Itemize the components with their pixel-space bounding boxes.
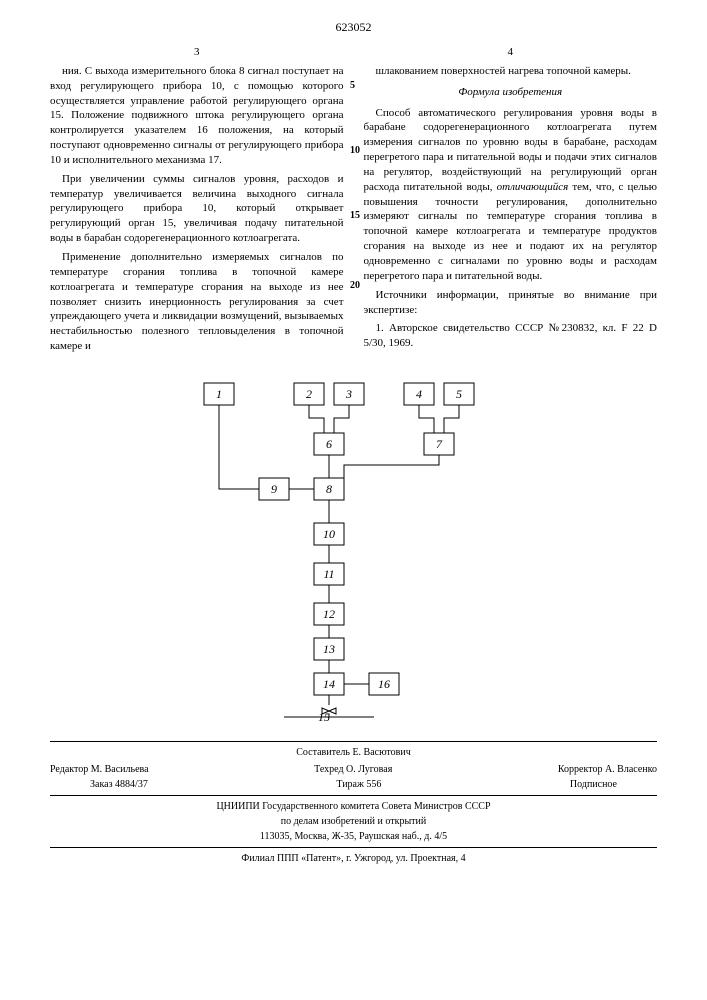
order: Заказ 4884/37 (90, 778, 148, 791)
line-marker: 5 (350, 80, 355, 91)
svg-text:10: 10 (323, 527, 335, 541)
signed: Подписное (570, 778, 617, 791)
svg-text:4: 4 (416, 387, 422, 401)
svg-text:12: 12 (323, 607, 335, 621)
svg-text:6: 6 (326, 437, 332, 451)
divider (50, 847, 657, 848)
paragraph: При увеличении суммы сигналов уровня, ра… (50, 172, 344, 246)
divider (50, 741, 657, 742)
divider (50, 795, 657, 796)
column-number-right: 4 (364, 45, 658, 60)
svg-text:9: 9 (271, 482, 277, 496)
claim-text: тем, что, с целью повышения точности рег… (364, 181, 658, 282)
claim-paragraph: Способ автоматического регулирования уро… (364, 106, 658, 284)
claim-distinguish: отличающийся (497, 181, 569, 193)
credits-row: Заказ 4884/37 Тираж 556 Подписное (50, 778, 657, 791)
column-number-left: 3 (50, 45, 344, 60)
document-number: 623052 (50, 20, 657, 35)
svg-text:2: 2 (306, 387, 312, 401)
credits-row: Редактор М. Васильева Техред О. Луговая … (50, 763, 657, 776)
org-line: ЦНИИПИ Государственного комитета Совета … (50, 800, 657, 813)
footer: Составитель Е. Васютович Редактор М. Вас… (50, 733, 657, 865)
line-marker: 15 (350, 210, 360, 221)
compiler: Составитель Е. Васютович (50, 746, 657, 759)
paragraph: шлакованием поверхностей нагрева топочно… (364, 64, 658, 79)
line-marker: 20 (350, 280, 360, 291)
formula-title: Формула изобретения (364, 85, 658, 100)
left-column: 3 ния. С выхода измерительного блока 8 с… (50, 45, 344, 358)
corrector: Корректор А. Власенко (558, 763, 657, 776)
source-item: 1. Авторское свидетельство СССР №230832,… (364, 321, 658, 351)
text-columns: 3 ния. С выхода измерительного блока 8 с… (50, 45, 657, 358)
tirage: Тираж 556 (336, 778, 381, 791)
svg-text:1: 1 (216, 387, 222, 401)
paragraph: ния. С выхода измерительного блока 8 сиг… (50, 64, 344, 168)
org-line: по делам изобретений и открытий (50, 815, 657, 828)
svg-text:3: 3 (345, 387, 352, 401)
svg-text:16: 16 (378, 677, 390, 691)
svg-text:13: 13 (323, 642, 335, 656)
svg-text:15: 15 (318, 710, 330, 723)
block-diagram: 12345679810111213141615 (164, 373, 544, 723)
svg-text:14: 14 (323, 677, 335, 691)
line-marker: 10 (350, 145, 360, 156)
page: 623052 5 10 15 20 3 ния. С выхода измери… (0, 0, 707, 1000)
editor: Редактор М. Васильева (50, 763, 149, 776)
address: 113035, Москва, Ж-35, Раушская наб., д. … (50, 830, 657, 843)
svg-text:7: 7 (436, 437, 443, 451)
svg-text:5: 5 (456, 387, 462, 401)
svg-text:11: 11 (323, 567, 334, 581)
right-column: 4 шлакованием поверхностей нагрева топоч… (364, 45, 658, 358)
sources-heading: Источники информации, принятые во вниман… (364, 288, 658, 318)
branch: Филиал ППП «Патент», г. Ужгород, ул. Про… (50, 852, 657, 865)
paragraph: Применение дополнительно измеряемых сигн… (50, 250, 344, 354)
tech-editor: Техред О. Луговая (314, 763, 392, 776)
svg-text:8: 8 (326, 482, 332, 496)
